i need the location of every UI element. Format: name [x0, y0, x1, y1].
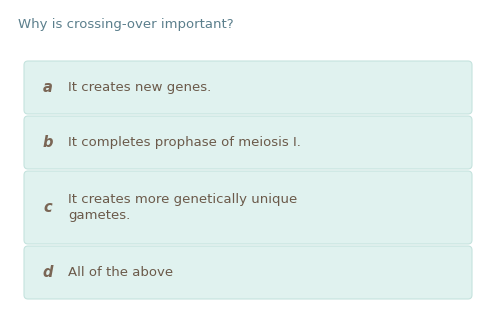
Text: b: b	[43, 135, 53, 150]
FancyBboxPatch shape	[24, 61, 472, 114]
FancyBboxPatch shape	[24, 246, 472, 299]
Text: All of the above: All of the above	[68, 266, 173, 279]
Text: c: c	[44, 200, 52, 215]
FancyBboxPatch shape	[24, 116, 472, 169]
Text: It creates new genes.: It creates new genes.	[68, 81, 211, 94]
Text: It completes prophase of meiosis I.: It completes prophase of meiosis I.	[68, 136, 301, 149]
Text: It creates more genetically unique
gametes.: It creates more genetically unique gamet…	[68, 193, 297, 222]
FancyBboxPatch shape	[24, 171, 472, 244]
Text: a: a	[43, 80, 53, 95]
Text: Why is crossing-over important?: Why is crossing-over important?	[18, 18, 234, 31]
Text: d: d	[43, 265, 53, 280]
